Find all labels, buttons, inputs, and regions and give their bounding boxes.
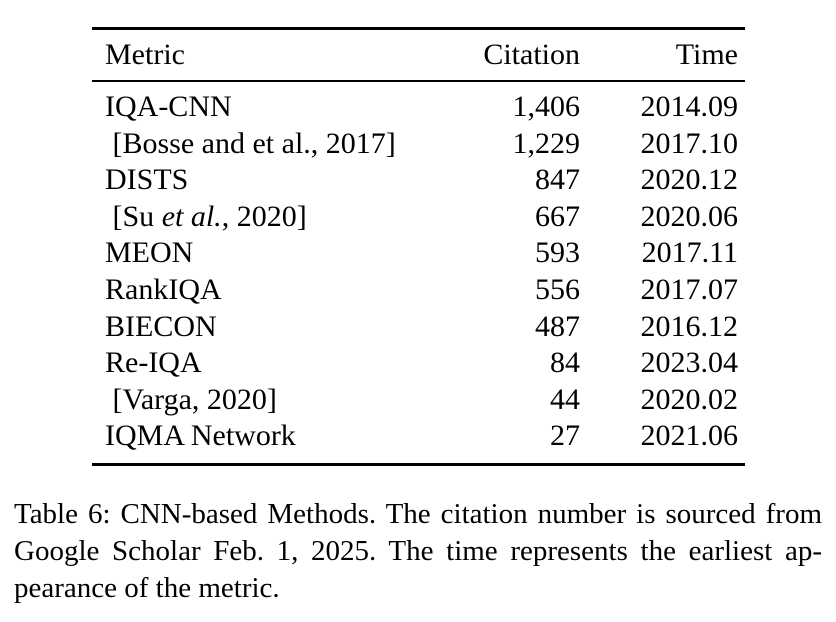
header-citation: Citation [483, 38, 580, 71]
metric-cell: [Su et al., 2020] [105, 199, 468, 236]
citation-cell: 27 [550, 419, 580, 453]
metric-text: [Bosse and et al., 2017] [105, 126, 396, 160]
table-bottom-rule [92, 462, 745, 466]
metric-text: IQA-CNN [105, 90, 232, 123]
citation-table: Metric Citation Time IQA-CNN 1,406 2014.… [92, 27, 745, 466]
citation-cell: 1,229 [512, 126, 581, 160]
metric-text: RankIQA [105, 272, 222, 306]
table-top-rule [92, 27, 745, 30]
metric-cell: DISTS [105, 162, 468, 199]
table-row: IQMA Network 27 2021.06 [92, 418, 745, 455]
table-row: BIECON 487 2016.12 [92, 309, 745, 346]
citation-cell: 593 [535, 236, 580, 270]
time-cell: 2020.06 [640, 199, 739, 233]
caption-line: Google Scholar Feb. 1, 2025. The time re… [14, 535, 822, 567]
time-cell: 2016.12 [640, 309, 739, 343]
citation-cell: 556 [535, 272, 580, 306]
metric-text-italic: et al. [161, 199, 222, 233]
table-row: [Varga, 2020] 44 2020.02 [92, 382, 745, 419]
citation-cell: 847 [535, 163, 580, 197]
metric-text: Re-IQA [105, 346, 202, 380]
metric-text: [Su [105, 199, 162, 233]
table-row: [Su et al., 2020] 667 2020.06 [92, 199, 745, 236]
caption-line: pearance of the metric. [14, 572, 280, 604]
metric-text: BIECON [105, 309, 217, 343]
metric-cell: IQA-CNN [105, 89, 468, 126]
table-header-row: Metric Citation Time [92, 30, 745, 80]
citation-cell: 487 [535, 309, 580, 343]
metric-text: IQMA Network [105, 419, 296, 453]
time-cell: 2020.12 [640, 163, 739, 197]
metric-cell: [Bosse and et al., 2017] [105, 126, 468, 163]
time-cell: 2020.02 [640, 382, 739, 416]
time-cell: 2021.06 [640, 419, 739, 453]
time-cell: 2017.07 [640, 272, 739, 306]
metric-text-after: , 2020] [221, 199, 307, 233]
table-row: DISTS 847 2020.12 [92, 162, 745, 199]
table-row: Re-IQA 84 2023.04 [92, 345, 745, 382]
table-mid-rule [92, 80, 745, 82]
citation-cell: 1,406 [512, 90, 581, 123]
metric-text: MEON [105, 236, 194, 270]
time-cell: 2017.11 [641, 236, 738, 270]
citation-cell: 84 [550, 346, 580, 380]
caption-line: Table 6: CNN-based Methods. The citation… [14, 498, 822, 530]
header-metric: Metric [105, 38, 185, 71]
metric-cell: [Varga, 2020] [105, 382, 468, 419]
metric-cell: MEON [105, 235, 468, 272]
metric-cell: IQMA Network [105, 418, 468, 455]
table-caption: Table 6: CNN-based Methods. The citation… [14, 496, 822, 607]
table-row: RankIQA 556 2017.07 [92, 272, 745, 309]
metric-text: [Varga, 2020] [105, 382, 277, 416]
citation-cell: 667 [535, 199, 580, 233]
metric-cell: RankIQA [105, 272, 468, 309]
metric-cell: BIECON [105, 309, 468, 346]
table-row: IQA-CNN 1,406 2014.09 [92, 89, 745, 126]
time-cell: 2017.10 [640, 126, 739, 160]
metric-text: DISTS [105, 163, 189, 197]
time-cell: 2014.09 [640, 90, 739, 123]
metric-cell: Re-IQA [105, 345, 468, 382]
time-cell: 2023.04 [640, 346, 739, 380]
citation-cell: 44 [550, 382, 580, 416]
table-header: Metric Citation Time [92, 30, 745, 80]
table-row: [Bosse and et al., 2017] 1,229 2017.10 [92, 126, 745, 163]
table-row: MEON 593 2017.11 [92, 235, 745, 272]
header-time: Time [675, 38, 738, 71]
table-body: IQA-CNN 1,406 2014.09 [Bosse and et al.,… [92, 82, 745, 463]
